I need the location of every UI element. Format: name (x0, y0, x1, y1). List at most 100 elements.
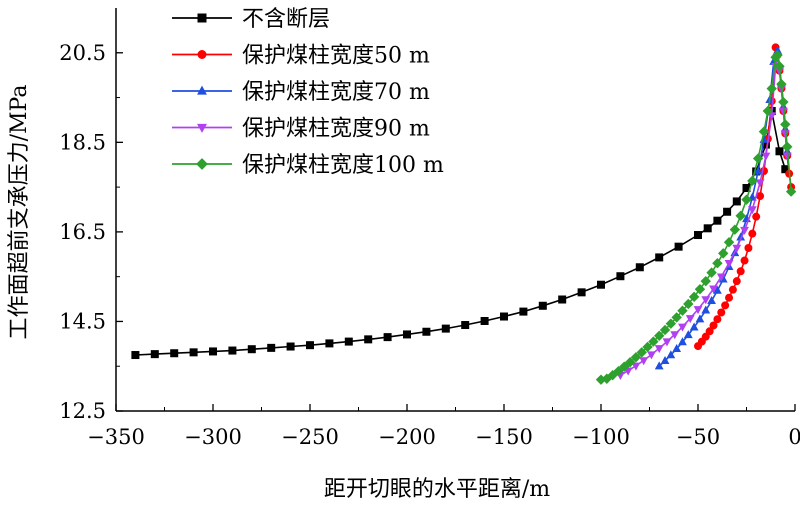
x-tick-label: −250 (281, 425, 339, 449)
data-point (718, 248, 729, 259)
data-point (756, 192, 765, 201)
data-point (725, 293, 734, 302)
data-point (461, 321, 470, 330)
data-point (781, 165, 790, 174)
data-point (782, 152, 792, 161)
data-point (558, 295, 567, 304)
data-point (762, 105, 774, 117)
data-point (325, 339, 334, 348)
data-point (742, 184, 751, 193)
y-tick-label: 20.5 (59, 41, 106, 65)
data-point (712, 258, 723, 269)
data-point (780, 130, 790, 139)
data-point (662, 338, 672, 347)
data-point (685, 315, 695, 324)
data-point (383, 333, 392, 342)
data-point (709, 285, 718, 294)
series-line (600, 53, 792, 381)
data-point (735, 210, 746, 221)
legend-item: 保护煤柱宽度50 m (172, 44, 430, 69)
series-4 (616, 54, 792, 380)
data-point (729, 224, 741, 235)
data-point (403, 330, 411, 339)
data-point (740, 226, 749, 235)
data-point (630, 352, 642, 363)
data-point (636, 347, 647, 358)
legend-label: 保护煤柱宽度50 m (242, 44, 430, 69)
data-point (441, 324, 450, 333)
data-point (674, 242, 683, 251)
data-point (670, 331, 680, 340)
data-point (778, 96, 789, 108)
data-point (639, 357, 649, 366)
data-point (780, 119, 791, 130)
data-point (150, 350, 159, 359)
data-point (364, 335, 373, 344)
data-point (761, 152, 771, 161)
data-point (665, 318, 677, 329)
data-point (744, 244, 753, 253)
data-point (693, 306, 703, 315)
data-point (683, 330, 693, 339)
data-point (677, 305, 688, 316)
data-point (197, 50, 207, 59)
data-point (344, 337, 353, 346)
x-tick-label: −150 (475, 425, 533, 449)
data-point (597, 280, 605, 289)
data-point (286, 342, 295, 351)
data-point (694, 231, 702, 240)
data-point (654, 345, 664, 354)
data-point (601, 373, 613, 384)
y-tick-label: 18.5 (59, 130, 106, 154)
data-point (705, 327, 714, 336)
data-point (306, 341, 314, 350)
data-point (703, 224, 712, 233)
data-point (189, 348, 198, 357)
data-point (701, 296, 711, 305)
data-point (747, 175, 758, 187)
data-point (654, 361, 664, 370)
data-point (713, 285, 722, 294)
x-axis-ticks: −350 −300 −250 −200 −150 −100 −50 0 (87, 404, 800, 449)
y-axis-title: 工作面超前支承压力/MPa (7, 85, 32, 340)
legend-label: 保护煤柱宽度100 m (242, 153, 444, 178)
legend-item: 保护煤柱宽度90 m (172, 117, 430, 142)
x-tick-label: −300 (184, 425, 242, 449)
data-point (659, 324, 671, 336)
x-tick-label: −350 (87, 425, 145, 449)
data-point (773, 45, 782, 54)
x-tick-label: 0 (788, 425, 800, 449)
data-point (740, 256, 749, 265)
data-point (655, 253, 664, 262)
data-point (723, 207, 732, 216)
data-point (766, 83, 777, 94)
data-point (706, 267, 717, 278)
data-point (713, 216, 722, 225)
data-point (758, 126, 770, 137)
data-point (538, 301, 547, 310)
data-point (197, 123, 207, 133)
data-point (728, 285, 737, 294)
data-point (700, 275, 711, 287)
series-layer (131, 43, 797, 385)
data-point (648, 336, 659, 347)
data-point (695, 314, 705, 323)
data-point (247, 345, 256, 354)
data-point (707, 296, 716, 305)
data-point (775, 147, 784, 156)
data-point (709, 321, 718, 330)
legend-item: 保护煤柱宽度70 m (172, 80, 430, 105)
data-point (782, 141, 793, 153)
data-point (776, 78, 787, 90)
y-axis-ticks: 12.5 14.5 16.5 18.5 20.5 (59, 41, 123, 423)
series-line (135, 110, 787, 356)
x-tick-label: −100 (572, 425, 630, 449)
data-point (736, 267, 745, 276)
data-point (170, 349, 179, 358)
data-point (732, 277, 741, 286)
data-point (721, 301, 730, 310)
data-point (774, 61, 785, 72)
data-point (197, 13, 207, 23)
data-point (747, 206, 757, 215)
data-point (672, 343, 682, 352)
